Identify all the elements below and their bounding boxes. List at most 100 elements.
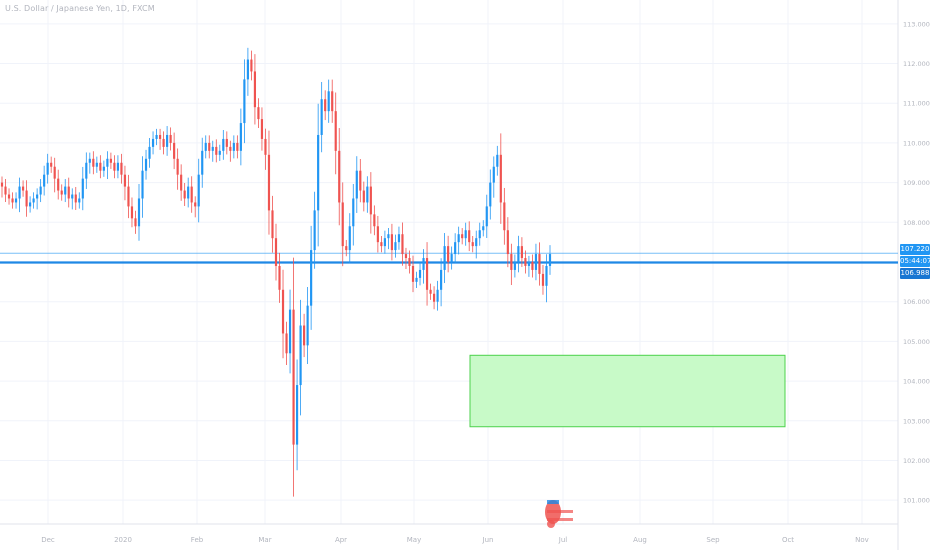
candle-body: [369, 186, 372, 215]
target-zone-rect: [469, 354, 786, 428]
candle-body: [274, 238, 278, 266]
candle-body: [503, 202, 506, 231]
candle-body: [485, 206, 488, 227]
candle-body: [331, 91, 334, 112]
candle-body: [148, 146, 151, 159]
x-tick-label: Mar: [258, 536, 271, 544]
candle-body: [299, 325, 302, 386]
x-tick-label: Feb: [191, 536, 204, 544]
candle-body: [109, 158, 112, 163]
candle-body: [99, 162, 102, 171]
candle-body: [225, 138, 228, 147]
candle-body: [116, 162, 120, 171]
candle-body: [187, 186, 190, 199]
candle-body: [183, 190, 186, 199]
y-tick-label: 113.000: [903, 20, 930, 28]
candle-body: [271, 210, 274, 239]
candle-body: [450, 254, 453, 262]
candle-body: [21, 186, 25, 191]
candle-body: [102, 166, 105, 171]
candle-body: [57, 178, 60, 191]
candle-body: [362, 190, 365, 203]
y-tick-label: 108.000: [903, 219, 930, 227]
candle-body: [404, 254, 408, 259]
candle-body: [397, 234, 401, 243]
candle-body: [373, 214, 376, 227]
candle-body: [390, 234, 394, 251]
candle-body: [36, 194, 39, 199]
candle-body: [288, 309, 292, 354]
candle-body: [355, 170, 358, 199]
candle-body: [95, 162, 98, 167]
candle-body: [292, 309, 295, 445]
candle-body: [253, 71, 257, 108]
y-tick-label: 109.000: [903, 179, 930, 187]
candle-body: [85, 162, 88, 179]
candle-body: [496, 154, 499, 167]
candle-body: [78, 198, 81, 203]
candle-body: [204, 142, 207, 151]
candle-body: [380, 242, 383, 247]
y-tick-label: 111.000: [903, 100, 930, 108]
candle-body: [71, 194, 74, 199]
candle-body: [197, 174, 200, 207]
candle-body: [151, 138, 155, 147]
candle-body: [46, 162, 49, 175]
candle-body: [239, 123, 242, 151]
candle-body: [211, 146, 214, 151]
candle-body: [482, 226, 485, 231]
candle-body: [499, 154, 502, 203]
candle-body: [141, 170, 144, 199]
candle-body: [43, 174, 46, 187]
candle-body: [92, 158, 95, 167]
candle-body: [236, 142, 239, 151]
candle-body: [67, 186, 70, 199]
candle-body: [471, 242, 474, 247]
x-tick-label: Aug: [633, 536, 647, 544]
candle-body: [489, 182, 492, 207]
candle-body: [534, 254, 538, 270]
x-tick-label: Sep: [706, 536, 720, 544]
candle-body: [50, 162, 53, 167]
y-tick-label: 103.000: [903, 417, 930, 425]
candle-body: [81, 178, 84, 199]
candle-body: [506, 230, 509, 255]
candle-body: [394, 242, 397, 251]
candle-body: [173, 142, 176, 159]
x-tick-label: Oct: [782, 536, 794, 544]
y-tick-label: 110.000: [903, 139, 930, 147]
candle-body: [478, 230, 481, 239]
candle-body: [545, 265, 548, 286]
candle-body: [517, 246, 520, 262]
x-tick-label: May: [407, 536, 421, 544]
candle-body: [32, 198, 35, 203]
candle-body: [538, 254, 541, 274]
candle-body: [64, 186, 67, 195]
candle-body: [134, 218, 137, 227]
y-tick-label: 106.000: [903, 298, 930, 306]
candle-body: [338, 150, 341, 203]
candle-body: [454, 242, 457, 255]
candle-body: [352, 198, 355, 227]
candle-body: [11, 198, 14, 203]
candle-body: [303, 325, 306, 346]
candle-body: [232, 142, 235, 151]
candle-body: [436, 289, 439, 302]
candle-body: [306, 305, 309, 346]
candle-body: [461, 234, 464, 239]
candle-body: [162, 138, 165, 147]
candle-body: [425, 258, 429, 290]
candle-body: [155, 134, 158, 139]
candle-body: [267, 154, 271, 211]
candle-body: [415, 277, 418, 282]
candle-body: [250, 59, 253, 72]
candle-body: [53, 166, 56, 179]
candle-body: [524, 258, 527, 266]
candle-body: [127, 186, 130, 207]
candle-body: [4, 186, 7, 195]
x-tick-label: Apr: [335, 536, 347, 544]
candle-body: [120, 162, 123, 175]
candle-body: [383, 238, 386, 247]
